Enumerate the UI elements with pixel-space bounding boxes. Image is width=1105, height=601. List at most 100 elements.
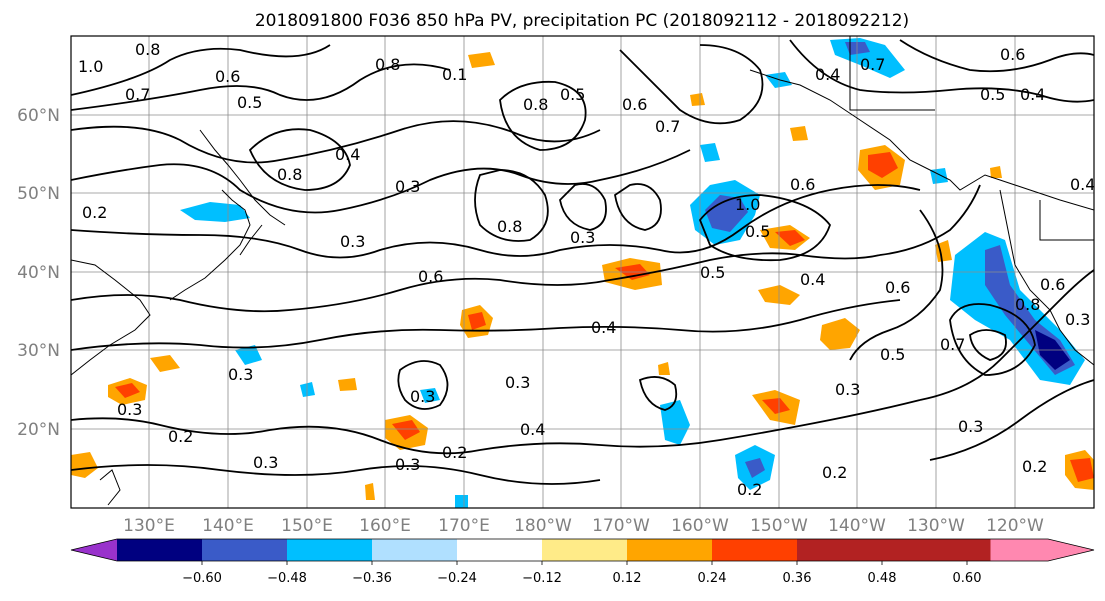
contour-label: 0.7 (125, 85, 150, 104)
contour-label: 1.0 (735, 195, 760, 214)
lat-label: 40°N (17, 263, 60, 283)
contour-label: 0.6 (1000, 45, 1025, 64)
lon-label: 130°W (907, 516, 965, 536)
colorbar-tick-label: −0.24 (437, 571, 477, 586)
contour-label: 0.4 (815, 65, 840, 84)
contour-label: 0.3 (505, 373, 530, 392)
colorbar-tick-label: −0.36 (352, 571, 392, 586)
contour-label: 0.3 (835, 380, 860, 399)
colorbar-segment (287, 539, 372, 561)
contour-label: 0.3 (395, 177, 420, 196)
lon-label: 150°E (281, 516, 333, 536)
contour-label: 0.5 (700, 263, 725, 282)
contour-label: 0.4 (1070, 175, 1095, 194)
contour-label: 0.3 (958, 417, 983, 436)
contour-label: 0.4 (591, 318, 616, 337)
colorbar-segment (627, 539, 712, 561)
contour-label: 0.6 (790, 175, 815, 194)
lon-label: 170°W (592, 516, 650, 536)
lon-label: 120°W (986, 516, 1044, 536)
colorbar-tick-label: 0.24 (698, 571, 727, 586)
lon-label: 140°E (202, 516, 254, 536)
contour-label: 0.5 (745, 222, 770, 241)
contour-label: 0.2 (822, 463, 847, 482)
contour-label: 0.4 (335, 145, 360, 164)
contour-label: 0.4 (1020, 85, 1045, 104)
colorbar-tick-label: 0.48 (868, 571, 897, 586)
contour-label: 0.3 (1065, 310, 1090, 329)
lon-label: 130°E (123, 516, 175, 536)
lon-label: 150°W (750, 516, 808, 536)
contour-label: 0.8 (497, 217, 522, 236)
contour-label: 0.8 (523, 95, 548, 114)
lat-label: 60°N (17, 106, 60, 126)
contour-label: 0.2 (737, 480, 762, 499)
contour-label: 0.5 (237, 93, 262, 112)
lat-label: 20°N (17, 420, 60, 440)
lon-label: 160°W (671, 516, 729, 536)
contour-label: 0.6 (1040, 275, 1065, 294)
colorbar-tick-label: 0.36 (783, 571, 812, 586)
map-panel: 0.8 0.6 1.0 0.5 0.7 0.8 0.4 0.8 0.3 0.2 … (71, 36, 1095, 508)
contour-label: 0.7 (860, 55, 885, 74)
contour-label: 0.5 (560, 85, 585, 104)
contour-label: 0.7 (655, 117, 680, 136)
pv-contours (71, 39, 1094, 485)
contour-label: 0.7 (940, 335, 965, 354)
contour-label: 0.3 (410, 387, 435, 406)
contour-label: 0.6 (215, 67, 240, 86)
contour-label: 0.6 (622, 95, 647, 114)
contour-labels: 0.8 0.6 1.0 0.5 0.7 0.8 0.4 0.8 0.3 0.2 … (78, 40, 1095, 499)
colorbar-segment (797, 539, 882, 561)
colorbar-tick-label: −0.60 (182, 571, 222, 586)
contour-label: 0.3 (253, 453, 278, 472)
colorbar-tick-label: 0.60 (953, 571, 982, 586)
colorbar-segment (117, 539, 202, 561)
contour-label: 0.8 (135, 40, 160, 59)
contour-label: 0.2 (442, 443, 467, 462)
colorbar-segment (542, 539, 627, 561)
contour-label: 0.2 (1022, 457, 1047, 476)
contour-label: 0.3 (570, 228, 595, 247)
contour-label: 0.3 (340, 232, 365, 251)
contour-label: 0.5 (980, 85, 1005, 104)
contour-label: 0.8 (277, 165, 302, 184)
graticule (71, 36, 1094, 508)
map-frame (70, 35, 1095, 509)
lon-label: 140°W (828, 516, 886, 536)
colorbar-tick-label: 0.12 (613, 571, 642, 586)
lon-label: 160°E (359, 516, 411, 536)
contour-label: 0.6 (885, 278, 910, 297)
contour-label: 0.4 (520, 420, 545, 439)
lon-label: 180°W (514, 516, 572, 536)
lat-label: 50°N (17, 184, 60, 204)
contour-label: 1.0 (78, 57, 103, 76)
map-title: 2018091800 F036 850 hPa PV, precipitatio… (255, 11, 909, 31)
contour-label: 0.3 (395, 455, 420, 474)
contour-label: 0.1 (442, 65, 467, 84)
lon-label: 170°E (438, 516, 490, 536)
colorbar-segment (372, 539, 457, 561)
contour-label: 0.2 (168, 427, 193, 446)
colorbar-tick-label: −0.12 (522, 571, 562, 586)
colorbar-segment (712, 539, 797, 561)
contour-label: 0.3 (117, 400, 142, 419)
colorbar-min-extend (71, 539, 117, 561)
contour-label: 0.3 (228, 365, 253, 384)
colorbar-tick-label: −0.48 (267, 571, 307, 586)
contour-label: 0.8 (375, 55, 400, 74)
contour-label: 0.5 (880, 345, 905, 364)
contour-label: 0.2 (82, 203, 107, 222)
contour-label: 0.4 (800, 270, 825, 289)
coastlines (71, 36, 1094, 506)
contour-label: 0.6 (418, 267, 443, 286)
colorbar-max-extend (882, 539, 1094, 561)
latitude-labels: 60°N 50°N 40°N 30°N 20°N (17, 106, 60, 440)
contour-label: 0.8 (1015, 295, 1040, 314)
colorbar: −0.60 −0.48 −0.36 −0.24 −0.12 0.12 0.24 … (70, 538, 1095, 586)
precipitation-pc-shading (71, 38, 1094, 508)
colorbar-segment (457, 539, 542, 561)
colorbar-segment (202, 539, 287, 561)
lat-label: 30°N (17, 341, 60, 361)
